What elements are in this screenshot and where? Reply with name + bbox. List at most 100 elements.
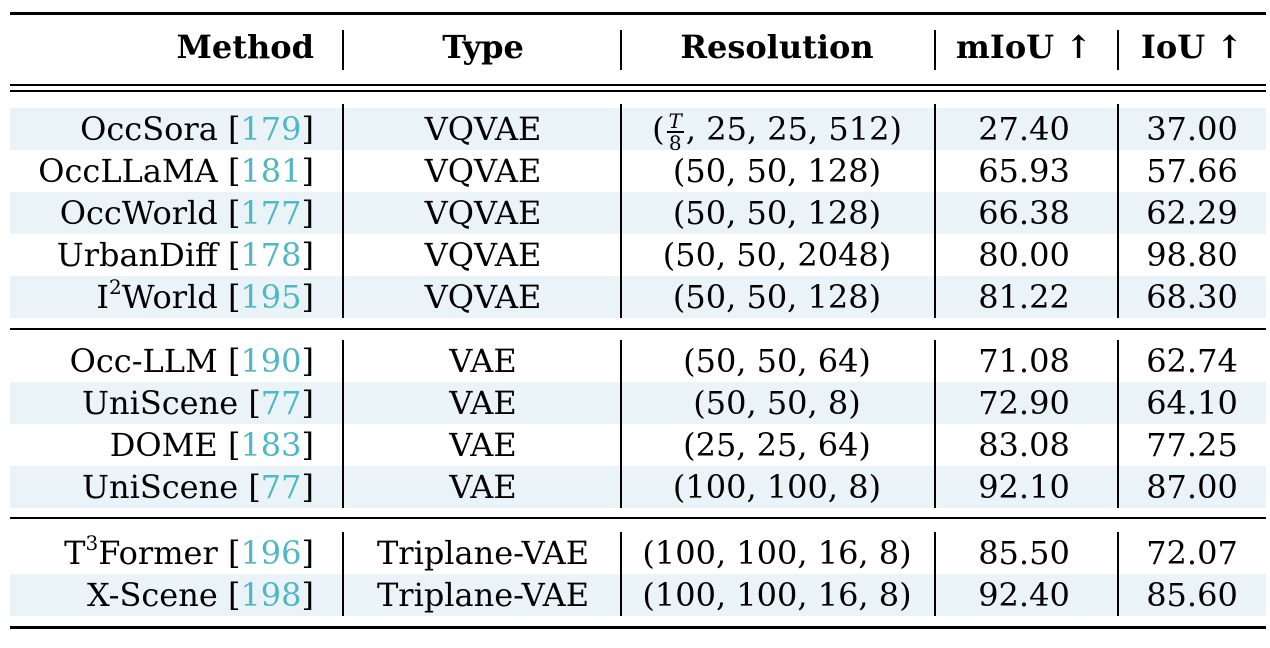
table-row: OccWorld [177] VQVAE (50, 50, 128) 66.38… [10, 192, 1266, 234]
row-shade [10, 574, 1266, 616]
type-cell: VQVAE [424, 110, 542, 148]
miou-cell: 66.38 [978, 194, 1070, 232]
table-row: X-Scene [198] Triplane-VAE (100, 100, 16… [10, 574, 1266, 616]
iou-cell: 85.60 [1146, 576, 1238, 614]
type-cell: VQVAE [424, 236, 542, 274]
resolution-cell: (T 8, 25, 25, 512) [652, 108, 902, 155]
method-cell: UniScene [77] [82, 468, 314, 506]
table-row: Occ-LLM [190] VAE (50, 50, 64) 71.08 62.… [10, 340, 1266, 382]
miou-cell: 81.22 [978, 278, 1070, 316]
row-shade [10, 382, 1266, 424]
iou-cell: 62.29 [1146, 194, 1238, 232]
citation-link[interactable]: 198 [240, 576, 302, 614]
header-method: Method [176, 28, 314, 66]
resolution-cell: (50, 50, 2048) [662, 236, 892, 274]
header-miou: mIoU ↑ [955, 28, 1093, 66]
column-separator [342, 104, 344, 318]
column-separator [1117, 104, 1119, 318]
iou-cell: 62.74 [1146, 342, 1238, 380]
citation-link[interactable]: 77 [260, 468, 302, 506]
iou-cell: 98.80 [1146, 236, 1238, 274]
miou-cell: 92.40 [978, 576, 1070, 614]
bottom-rule [10, 626, 1266, 629]
iou-cell: 64.10 [1146, 384, 1238, 422]
type-cell: VAE [449, 426, 517, 464]
column-separator [934, 104, 936, 318]
type-cell: VQVAE [424, 152, 542, 190]
column-separator [342, 532, 344, 616]
resolution-cell: (50, 50, 8) [693, 384, 861, 422]
iou-cell: 37.00 [1146, 110, 1238, 148]
table-row: UrbanDiff [178] VQVAE (50, 50, 2048) 80.… [10, 234, 1266, 276]
group-rule-2 [10, 517, 1266, 519]
column-separator [620, 104, 622, 318]
citation-link[interactable]: 179 [240, 110, 302, 148]
citation-link[interactable]: 195 [240, 278, 302, 316]
row-shade [10, 466, 1266, 508]
header-double-rule-2 [10, 90, 1266, 92]
type-cell: Triplane-VAE [376, 534, 590, 572]
iou-cell: 87.00 [1146, 468, 1238, 506]
column-separator [620, 30, 622, 70]
type-cell: VQVAE [424, 278, 542, 316]
method-cell: OccSora [179] [80, 110, 314, 148]
resolution-cell: (50, 50, 128) [672, 152, 882, 190]
miou-cell: 92.10 [978, 468, 1070, 506]
method-cell: OccLLaMA [181] [38, 152, 314, 190]
type-cell: VAE [449, 384, 517, 422]
iou-cell: 68.30 [1146, 278, 1238, 316]
citation-link[interactable]: 183 [240, 426, 302, 464]
resolution-cell: (50, 50, 128) [672, 194, 882, 232]
miou-cell: 65.93 [978, 152, 1070, 190]
resolution-cell: (50, 50, 64) [683, 342, 871, 380]
method-cell: DOME [183] [109, 426, 314, 464]
table-row: UniScene [77] VAE (50, 50, 8) 72.90 64.1… [10, 382, 1266, 424]
type-cell: VQVAE [424, 194, 542, 232]
resolution-cell: (100, 100, 16, 8) [642, 576, 912, 614]
column-separator [934, 30, 936, 70]
column-separator [934, 532, 936, 616]
iou-cell: 77.25 [1146, 426, 1238, 464]
miou-cell: 72.90 [978, 384, 1070, 422]
miou-cell: 27.40 [978, 110, 1070, 148]
table-row: OccLLaMA [181] VQVAE (50, 50, 128) 65.93… [10, 150, 1266, 192]
citation-link[interactable]: 190 [240, 342, 302, 380]
method-cell: T3Former [196] [64, 531, 314, 572]
column-separator [1117, 30, 1119, 70]
citation-link[interactable]: 178 [240, 236, 302, 274]
miou-cell: 83.08 [978, 426, 1070, 464]
header-iou: IoU ↑ [1140, 28, 1244, 66]
resolution-cell: (100, 100, 8) [672, 468, 882, 506]
row-shade [10, 276, 1266, 318]
row-shade [10, 192, 1266, 234]
citation-link[interactable]: 77 [260, 384, 302, 422]
header-resolution: Resolution [680, 28, 874, 66]
method-cell: UrbanDiff [178] [56, 236, 314, 274]
column-separator [342, 30, 344, 70]
type-cell: Triplane-VAE [376, 576, 590, 614]
miou-cell: 85.50 [978, 534, 1070, 572]
citation-link[interactable]: 177 [240, 194, 302, 232]
resolution-cell: (50, 50, 128) [672, 278, 882, 316]
method-cell: Occ-LLM [190] [69, 342, 314, 380]
method-cell: I2World [195] [96, 275, 314, 316]
miou-cell: 71.08 [978, 342, 1070, 380]
iou-cell: 57.66 [1146, 152, 1238, 190]
citation-link[interactable]: 196 [240, 534, 302, 572]
miou-cell: 80.00 [978, 236, 1070, 274]
header-row: Method Type Resolution mIoU ↑ IoU ↑ [10, 26, 1266, 68]
table-row: UniScene [77] VAE (100, 100, 8) 92.10 87… [10, 466, 1266, 508]
type-cell: VAE [449, 468, 517, 506]
table-row: T3Former [196] Triplane-VAE (100, 100, 1… [10, 532, 1266, 574]
citation-link[interactable]: 181 [240, 152, 302, 190]
table-row: DOME [183] VAE (25, 25, 64) 83.08 77.25 [10, 424, 1266, 466]
method-cell: X-Scene [198] [87, 576, 314, 614]
resolution-cell: (100, 100, 16, 8) [642, 534, 912, 572]
type-cell: VAE [449, 342, 517, 380]
row-shade [10, 108, 1266, 150]
table-row: I2World [195] VQVAE (50, 50, 128) 81.22 … [10, 276, 1266, 318]
column-separator [934, 340, 936, 508]
column-separator [342, 340, 344, 508]
iou-cell: 72.07 [1146, 534, 1238, 572]
